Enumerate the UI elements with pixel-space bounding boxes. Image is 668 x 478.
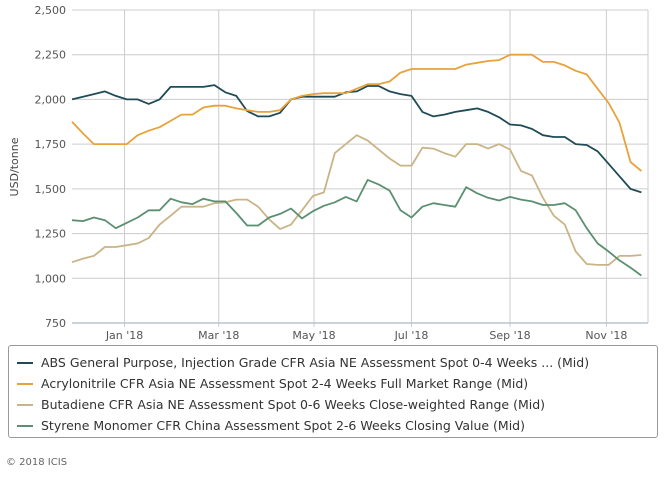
x-tick-label: Jul '18 xyxy=(394,329,429,342)
y-tick-label: 750 xyxy=(45,317,66,330)
legend-swatch xyxy=(17,403,33,406)
legend-label: Butadiene CFR Asia NE Assessment Spot 0-… xyxy=(41,397,546,412)
copyright: © 2018 ICIS xyxy=(6,457,68,468)
legend-item[interactable]: ABS General Purpose, Injection Grade CFR… xyxy=(17,352,657,373)
y-tick-label: 2,250 xyxy=(35,49,67,62)
legend-item[interactable]: Acrylonitrile CFR Asia NE Assessment Spo… xyxy=(17,373,657,394)
y-tick-label: 1,250 xyxy=(35,228,67,241)
y-tick-label: 2,000 xyxy=(35,93,67,106)
chart-legend: ABS General Purpose, Injection Grade CFR… xyxy=(8,345,658,438)
legend-label: Styrene Monomer CFR China Assessment Spo… xyxy=(41,418,525,433)
legend-swatch xyxy=(17,382,33,385)
series-line-0 xyxy=(71,84,642,194)
x-tick-label: Sep '18 xyxy=(489,329,530,342)
series-line-3 xyxy=(71,178,642,277)
x-tick-label: May '18 xyxy=(292,329,335,342)
x-tick-label: Mar '18 xyxy=(198,329,239,342)
legend-swatch xyxy=(17,361,33,364)
y-tick-label: 1,000 xyxy=(35,272,67,285)
series-line-2 xyxy=(71,134,642,266)
y-tick-label: 2,500 xyxy=(35,4,67,17)
x-tick-label: Jan '18 xyxy=(105,329,143,342)
y-tick-label: 1,750 xyxy=(35,138,67,151)
legend-item[interactable]: Butadiene CFR Asia NE Assessment Spot 0-… xyxy=(17,394,657,415)
legend-item[interactable]: Styrene Monomer CFR China Assessment Spo… xyxy=(17,415,657,436)
line-chart: 750 1,000 1,250 1,500 1,750 2,000 2,250 2,500 Ja… xyxy=(8,4,649,342)
y-axis-label: USD/tonne xyxy=(8,137,21,196)
legend-swatch xyxy=(17,424,33,427)
x-tick-label: Nov '18 xyxy=(585,329,627,342)
y-tick-label: 1,500 xyxy=(35,183,67,196)
series-line-1 xyxy=(71,53,642,172)
legend-label: Acrylonitrile CFR Asia NE Assessment Spo… xyxy=(41,376,529,391)
legend-label: ABS General Purpose, Injection Grade CFR… xyxy=(41,355,590,370)
